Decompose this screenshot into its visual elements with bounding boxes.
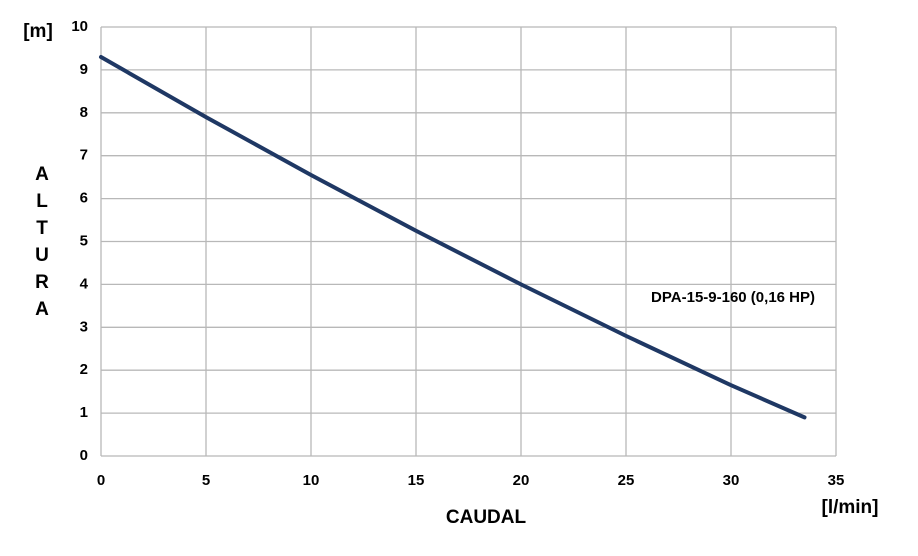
y-tick-label: 10 xyxy=(71,18,88,35)
x-tick-label: 30 xyxy=(723,472,740,489)
y-tick-label: 7 xyxy=(80,147,88,164)
x-tick-label: 0 xyxy=(97,472,105,489)
y-tick-label: 4 xyxy=(80,275,89,292)
y-unit: [m] xyxy=(23,21,53,42)
y-tick-label: 6 xyxy=(80,190,88,207)
x-tick-label: 10 xyxy=(303,472,320,489)
series-label: DPA-15-9-160 (0,16 HP) xyxy=(651,289,815,306)
x-tick-label: 5 xyxy=(202,472,210,489)
x-tick-label: 35 xyxy=(828,472,845,489)
y-tick-label: 5 xyxy=(80,232,88,249)
x-tick-label: 25 xyxy=(618,472,635,489)
y-tick-label: 0 xyxy=(80,447,88,464)
x-axis-title: CAUDAL xyxy=(446,507,527,528)
data-line xyxy=(99,55,807,420)
y-tick-label: 1 xyxy=(80,404,88,421)
y-tick-label: 9 xyxy=(80,61,88,78)
x-unit: [l/min] xyxy=(822,497,879,518)
x-tick-label: 15 xyxy=(408,472,425,489)
y-axis-title: ALTURA xyxy=(32,164,53,326)
y-tick-label: 3 xyxy=(80,318,88,335)
y-tick-label: 2 xyxy=(80,361,88,378)
y-tick-label: 8 xyxy=(80,104,88,121)
x-tick-label: 20 xyxy=(513,472,530,489)
